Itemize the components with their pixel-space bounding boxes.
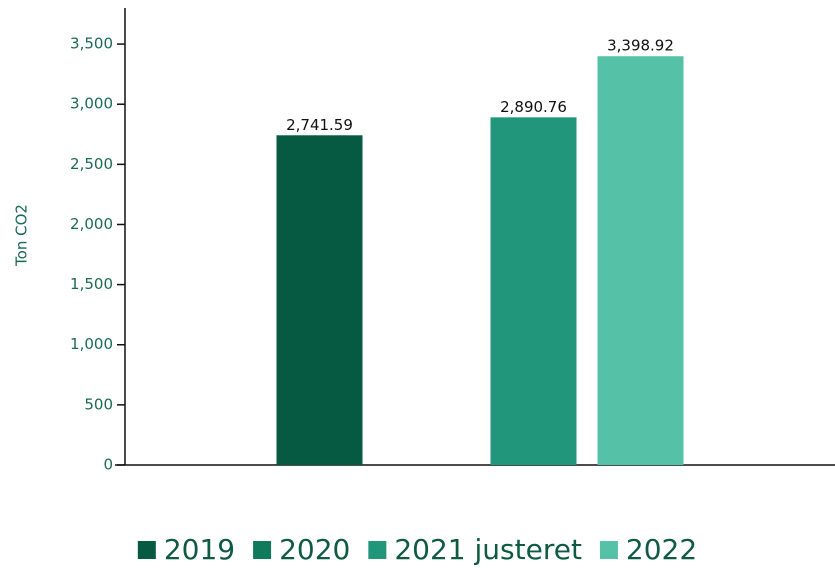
y-tick-label: 0 (103, 456, 113, 474)
legend-label: 2020 (279, 533, 350, 566)
y-tick-label: 3,000 (70, 95, 113, 113)
value-label: 2,741.59 (286, 116, 353, 134)
legend-swatch (137, 541, 156, 559)
legend-label: 2019 (164, 533, 235, 566)
y-tick-label: 1,500 (70, 275, 113, 293)
legend-label: 2021 justeret (394, 533, 582, 566)
legend-swatch (599, 541, 618, 559)
bar (597, 56, 684, 466)
y-tick-label: 500 (84, 395, 113, 413)
value-label: 2,890.76 (500, 98, 567, 116)
legend-label: 2022 (626, 533, 697, 566)
legend-swatch (253, 541, 272, 559)
y-tick-label: 2,500 (70, 155, 113, 173)
y-axis-label: Ton CO2 (13, 204, 31, 267)
y-tick-label: 1,000 (70, 335, 113, 353)
legend-swatch (368, 541, 387, 559)
bar (276, 135, 363, 466)
y-tick-label: 2,000 (70, 215, 113, 233)
y-tick-label: 3,500 (70, 35, 113, 53)
bar (490, 117, 577, 465)
value-label: 3,398.92 (607, 37, 674, 55)
